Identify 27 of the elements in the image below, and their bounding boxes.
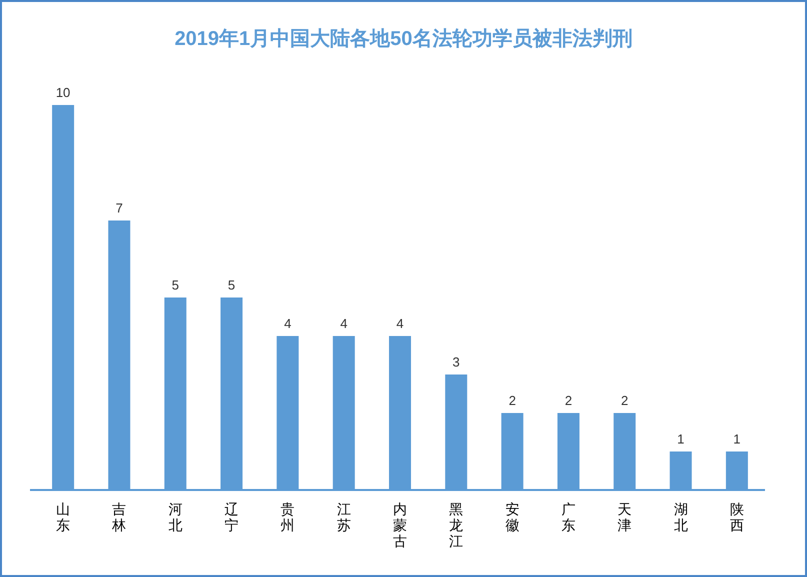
data-label: 4 [396, 316, 404, 331]
x-tick-label: 天津 [618, 501, 632, 533]
x-tick-label: 辽宁 [224, 501, 239, 533]
data-label: 2 [508, 393, 516, 408]
data-label: 2 [564, 393, 572, 408]
x-tick-label: 江苏 [336, 501, 351, 533]
x-tick-label: 山东 [56, 501, 70, 533]
x-tick-label: 河北 [168, 501, 182, 533]
data-label: 10 [56, 85, 70, 100]
data-label: 3 [452, 354, 460, 370]
x-tick-label: 内蒙古 [393, 501, 407, 549]
x-tick-label: 吉林 [111, 501, 126, 533]
data-label: 5 [228, 278, 236, 292]
data-label: 1 [677, 432, 684, 446]
x-tick-label: 安徽 [505, 501, 520, 533]
x-tick-label: 贵州 [280, 501, 295, 533]
x-tick-label: 黑龙江 [449, 501, 464, 549]
x-tick-label: 广东 [561, 501, 576, 533]
x-tick-label: 湖北 [674, 501, 688, 533]
data-label: 4 [340, 316, 348, 331]
x-tick-label: 陕西 [730, 501, 744, 533]
data-label: 5 [172, 278, 179, 292]
data-label: 2 [621, 393, 628, 408]
data-label: 4 [284, 316, 292, 331]
data-label: 1 [733, 432, 741, 446]
data-label: 7 [116, 200, 123, 216]
chart-title: 2019年1月中国大陆各地50名法轮功学员被非法判刑 [174, 27, 632, 50]
